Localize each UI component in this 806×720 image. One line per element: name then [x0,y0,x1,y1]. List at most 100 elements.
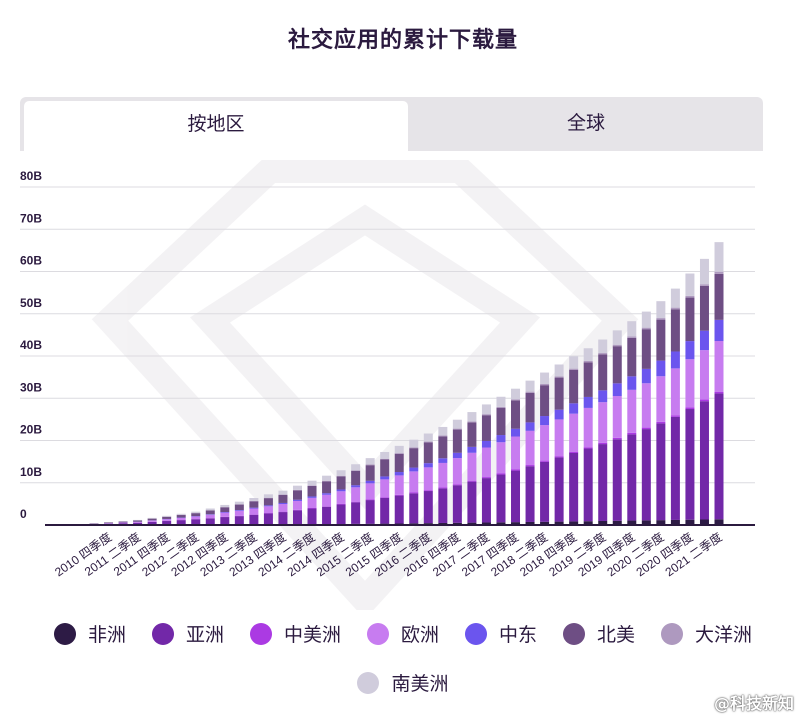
bar-segment [525,521,535,525]
bar-segment [656,423,666,521]
bar-segment [423,433,433,442]
bar-segment [234,501,244,505]
bar-segment [554,456,564,458]
legend-label: 非洲 [87,624,126,646]
bar-stack [569,356,579,525]
bar-segment [118,521,128,523]
bar-segment [699,330,709,351]
bar-segment [467,481,477,523]
bar-segment [525,392,535,423]
bar-segment [714,341,724,392]
bar-segment [234,504,244,511]
bar-segment [409,447,419,449]
bar-segment [205,518,215,525]
bar-segment [714,242,724,272]
bar-segment [540,460,550,462]
bar-segment [612,383,622,397]
bar-segment [496,408,506,436]
y-tick-label: 0 [20,507,27,521]
bar-stack [147,517,157,525]
bar-segment [511,399,521,401]
source-watermark: @科技新知 [713,694,794,713]
bar-segment [452,484,462,486]
bar-segment [685,519,695,525]
bar-segment [249,514,259,525]
bar-segment [176,513,186,515]
y-axis: 0 10B 20B 30B 40B 50B 60B 70B 80B [20,169,42,521]
bar-segment [511,388,521,400]
bar-segment [205,514,215,515]
bar-segment [481,447,491,478]
bar-segment [365,499,375,501]
tab-by-region[interactable]: 按地区 [24,101,408,151]
bar-segment [627,389,637,433]
bar-segment [351,501,361,503]
bar-segment [423,442,433,464]
bar-segment [452,522,462,525]
bar-segment [263,498,273,506]
bar-segment [481,477,491,479]
bar-stack [656,301,666,525]
bar-segment [569,451,579,453]
bar-segment [481,522,491,525]
bar-segment [496,473,506,475]
bar-segment [481,414,491,416]
bar-segment [496,474,506,523]
legend-swatch-icon [249,622,272,645]
bar-segment [322,506,332,507]
bar-segment [481,478,491,523]
bar-segment [481,415,491,441]
bar-segment [583,362,593,397]
bar-segment [481,440,491,448]
bar-segment [583,521,593,525]
y-tick-label: 80B [20,169,42,183]
bar-segment [176,520,186,525]
bar-stack [220,504,230,525]
bar-segment [147,520,157,522]
bar-stack [699,258,709,525]
bar-segment [511,400,521,429]
legend-label: 北美 [597,624,636,646]
bar-segment [627,432,637,435]
bar-segment [191,513,201,517]
bar-segment [670,351,680,369]
tab-global[interactable]: 全球 [566,112,605,134]
bar-stack [540,372,550,525]
bar-stack [641,311,651,525]
bar-segment [714,273,724,320]
bar-segment [540,383,550,386]
bar-segment [394,475,404,495]
bar-segment [292,490,302,500]
bar-segment [714,393,724,520]
bar-stack [583,348,593,525]
bar-stack [176,513,186,525]
bar-segment [612,396,622,438]
bar-segment [627,376,637,390]
legend-label: 欧洲 [400,624,439,646]
bar-segment [278,494,288,503]
bar-segment [685,295,695,298]
bar-stack [511,388,521,525]
bar-segment [496,396,506,407]
tab-bar: 按地区 全球 [20,97,763,151]
bar-segment [336,504,346,524]
bar-segment [583,407,593,448]
legend-label: 中美洲 [283,624,341,646]
bar-segment [641,520,651,525]
bar-segment [656,376,666,422]
legend-swatch-icon [53,622,76,645]
bar-segment [656,318,666,320]
bar-stack [438,426,448,525]
bar-segment [307,480,317,486]
bar-stack [714,242,724,525]
bar-segment [554,457,564,522]
bar-stack [394,445,404,525]
bar-segment [278,512,288,525]
bar-segment [598,390,608,403]
bar-segment [569,452,579,522]
bar-segment [467,446,477,453]
bar-segment [147,521,157,525]
bar-segment [351,485,361,488]
bar-segment [292,500,302,510]
bar-segment [554,377,564,410]
